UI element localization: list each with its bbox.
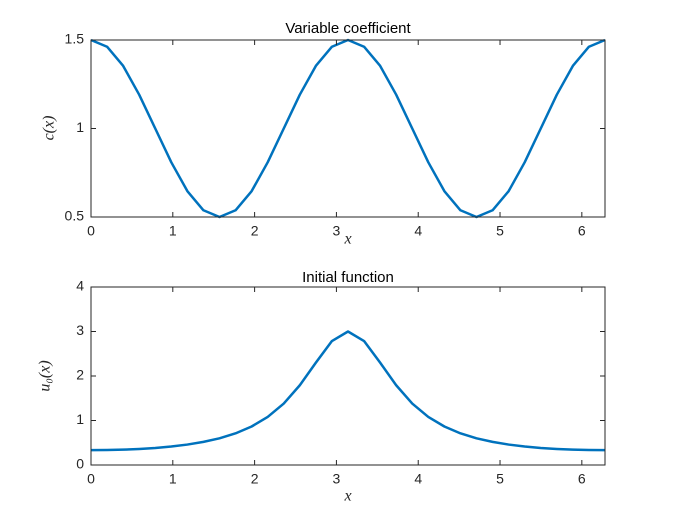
- y-tick-label: 0: [76, 456, 84, 472]
- y-axis-label: u₀(x): [37, 360, 54, 391]
- y-tick-label: 3: [76, 322, 84, 338]
- x-tick-label: 1: [169, 223, 177, 239]
- chart-title: Initial function: [302, 269, 394, 286]
- y-tick-label: 4: [76, 278, 84, 294]
- x-axis-label: x: [343, 488, 351, 505]
- x-tick-label: 2: [251, 471, 259, 487]
- x-tick-label: 4: [414, 223, 422, 239]
- x-axis-label: x: [343, 231, 351, 248]
- y-tick-label: 1: [76, 411, 84, 427]
- x-tick-label: 6: [578, 223, 586, 239]
- x-tick-label: 5: [496, 471, 504, 487]
- y-tick-label: 1.5: [65, 31, 85, 47]
- y-tick-label: 1: [76, 119, 84, 135]
- y-axis-label: c(x): [41, 116, 58, 141]
- x-tick-label: 3: [333, 471, 341, 487]
- x-tick-label: 0: [87, 223, 95, 239]
- x-tick-label: 5: [496, 223, 504, 239]
- y-tick-label: 0.5: [65, 208, 85, 224]
- x-tick-label: 2: [251, 223, 259, 239]
- chart-title: Variable coefficient: [285, 20, 411, 37]
- x-tick-label: 6: [578, 471, 586, 487]
- data-line: [90, 330, 606, 452]
- x-tick-label: 1: [169, 471, 177, 487]
- x-tick-label: 0: [87, 471, 95, 487]
- y-tick-label: 2: [76, 367, 84, 383]
- x-tick-label: 3: [333, 223, 341, 239]
- x-tick-label: 4: [414, 471, 422, 487]
